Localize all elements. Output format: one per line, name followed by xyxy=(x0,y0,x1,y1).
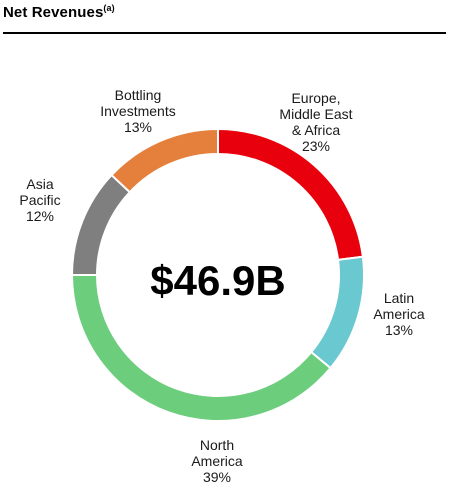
title-text: Net Revenues xyxy=(3,4,104,21)
segment-value-label: 39% xyxy=(203,469,231,485)
segment-name-line: North xyxy=(200,437,234,453)
segment-name-line: Pacific xyxy=(19,192,60,208)
segment-name-line: Latin xyxy=(384,290,414,306)
segment-latin-america xyxy=(309,255,365,370)
segment-name-line: America xyxy=(373,306,425,322)
label-asia-pacific: Asia Pacific 12% xyxy=(19,176,60,224)
segment-value-label: 23% xyxy=(302,138,330,154)
center-total-label: $46.9B xyxy=(150,257,285,304)
segment-name-line: Bottling xyxy=(115,87,162,103)
segment-name-line: Europe, xyxy=(291,90,340,106)
segment-value-label: 13% xyxy=(385,322,413,338)
segment-value-label: 12% xyxy=(26,208,54,224)
segment-name-line: Asia xyxy=(26,176,53,192)
label-europe-middle-east-africa: Europe, Middle East & Africa 23% xyxy=(279,90,352,154)
chart-header: Net Revenues(a) xyxy=(3,3,446,38)
label-north-america: North America 39% xyxy=(191,437,243,485)
label-latin-america: Latin America 13% xyxy=(373,290,425,338)
footnote-marker: (a) xyxy=(103,3,115,13)
segment-name-line: Investments xyxy=(100,103,175,119)
chart-title: Net Revenues(a) xyxy=(3,3,115,21)
label-bottling-investments: Bottling Investments 13% xyxy=(100,87,175,135)
segment-labels: Europe, Middle East & Africa 23%Latin Americ… xyxy=(19,87,424,485)
segment-europe-middle-east-africa xyxy=(217,127,364,261)
segment-asia-pacific xyxy=(70,173,132,276)
segment-name-line: Middle East xyxy=(279,106,352,122)
segment-name-line: America xyxy=(191,453,243,469)
title-rule xyxy=(3,32,446,34)
segment-value-label: 13% xyxy=(124,119,152,135)
segment-bottling-investments xyxy=(110,127,219,194)
segment-name-line: & Africa xyxy=(292,122,340,138)
donut-segments xyxy=(70,127,365,422)
